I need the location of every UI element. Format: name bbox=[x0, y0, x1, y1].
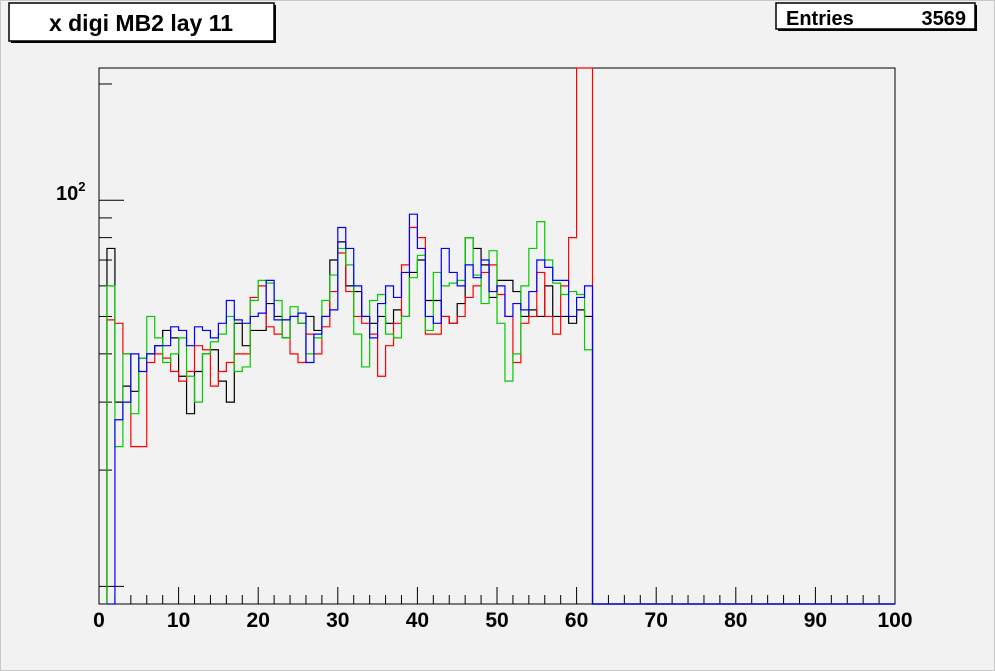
series-line-1 bbox=[106, 237, 895, 605]
x-tick-label: 80 bbox=[724, 609, 747, 632]
x-tick-label: 60 bbox=[565, 609, 588, 632]
series-line-4 bbox=[106, 213, 895, 605]
y-tick-label-exp: 2 bbox=[78, 179, 85, 194]
x-tick-label: 70 bbox=[645, 609, 668, 632]
stats-entries-label: Entries bbox=[786, 8, 854, 30]
x-tick-label: 0 bbox=[93, 609, 105, 632]
stats-entries-value: 3569 bbox=[922, 8, 967, 30]
x-tick-label: 30 bbox=[326, 609, 349, 632]
y-tick-label-100: 102 bbox=[56, 179, 85, 205]
series-layer bbox=[106, 67, 895, 605]
plot-frame bbox=[98, 67, 896, 605]
title-box: x digi MB2 lay 11 bbox=[8, 2, 276, 43]
x-tick-label: 90 bbox=[804, 609, 827, 632]
x-tick-label: 10 bbox=[167, 609, 190, 632]
x-tick-label: 50 bbox=[485, 609, 508, 632]
stats-box: Entries 3569 bbox=[775, 2, 977, 31]
y-tick-label-base: 10 bbox=[56, 183, 78, 205]
chart-title: x digi MB2 lay 11 bbox=[49, 10, 233, 36]
x-axis: 0 10 20 30 40 50 60 70 80 90 100 bbox=[93, 587, 913, 632]
x-tick-label: 40 bbox=[406, 609, 429, 632]
x-tick-label: 100 bbox=[877, 609, 912, 632]
x-tick-label: 20 bbox=[247, 609, 270, 632]
series-line-3 bbox=[106, 221, 895, 605]
